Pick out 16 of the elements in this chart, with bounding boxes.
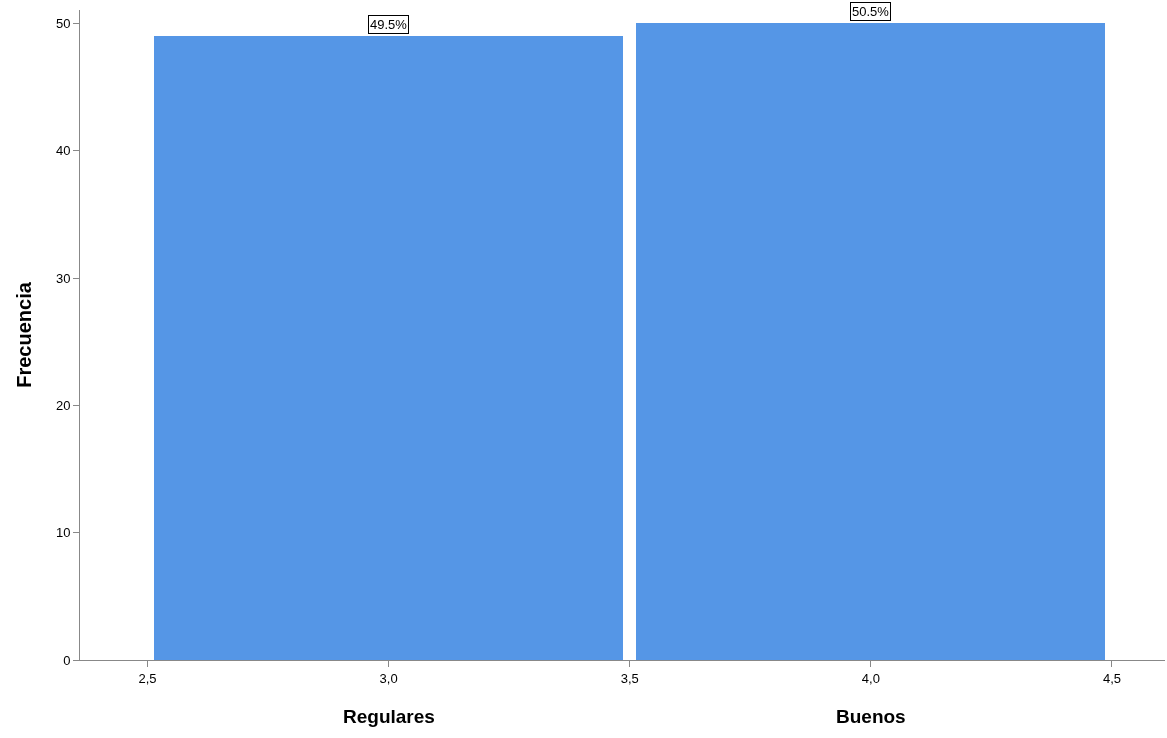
text: Regulares [343,706,435,727]
x-tick-label: 2,5 [138,670,157,686]
x-tick-label: 3,0 [379,670,398,686]
y-tick-label: 0 [63,652,71,668]
y-tick-label: 30 [55,270,71,286]
y-tick-label: 50 [55,16,71,32]
y-tick-label: 40 [55,143,71,159]
annotation: 49.5% [370,17,408,32]
y-tick-label: 20 [55,397,71,413]
x-tick-label: 4,0 [861,670,880,686]
x-tick-label: 3,5 [620,670,639,686]
y-axis-title: Frecuencia [13,281,36,388]
y-tick-label: 10 [55,525,71,541]
text: Buenos [836,706,906,727]
annotation: 50.5% [852,4,890,19]
x-tick-label: 4,5 [1102,670,1121,686]
